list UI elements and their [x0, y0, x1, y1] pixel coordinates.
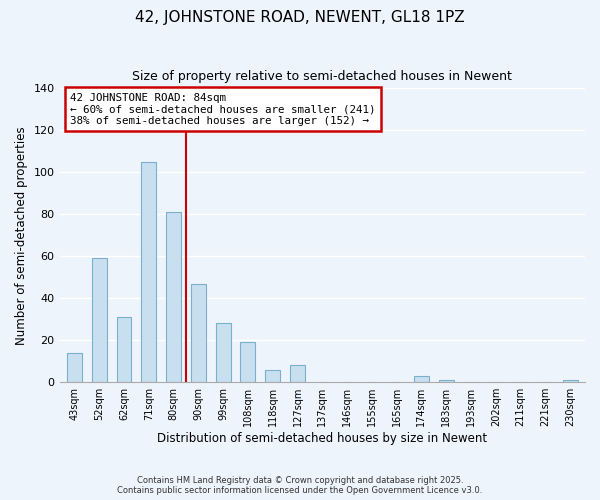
Bar — [166, 212, 181, 382]
Bar — [116, 317, 131, 382]
Bar — [439, 380, 454, 382]
Title: Size of property relative to semi-detached houses in Newent: Size of property relative to semi-detach… — [133, 70, 512, 83]
Bar — [92, 258, 107, 382]
Text: Contains HM Land Registry data © Crown copyright and database right 2025.
Contai: Contains HM Land Registry data © Crown c… — [118, 476, 482, 495]
Bar — [265, 370, 280, 382]
Bar — [142, 162, 156, 382]
X-axis label: Distribution of semi-detached houses by size in Newent: Distribution of semi-detached houses by … — [157, 432, 487, 445]
Text: 42, JOHNSTONE ROAD, NEWENT, GL18 1PZ: 42, JOHNSTONE ROAD, NEWENT, GL18 1PZ — [135, 10, 465, 25]
Bar — [67, 353, 82, 382]
Bar — [191, 284, 206, 382]
Bar — [414, 376, 429, 382]
Bar — [241, 342, 256, 382]
Bar — [563, 380, 578, 382]
Y-axis label: Number of semi-detached properties: Number of semi-detached properties — [15, 126, 28, 344]
Bar — [290, 366, 305, 382]
Bar — [215, 324, 230, 382]
Text: 42 JOHNSTONE ROAD: 84sqm
← 60% of semi-detached houses are smaller (241)
38% of : 42 JOHNSTONE ROAD: 84sqm ← 60% of semi-d… — [70, 92, 376, 126]
